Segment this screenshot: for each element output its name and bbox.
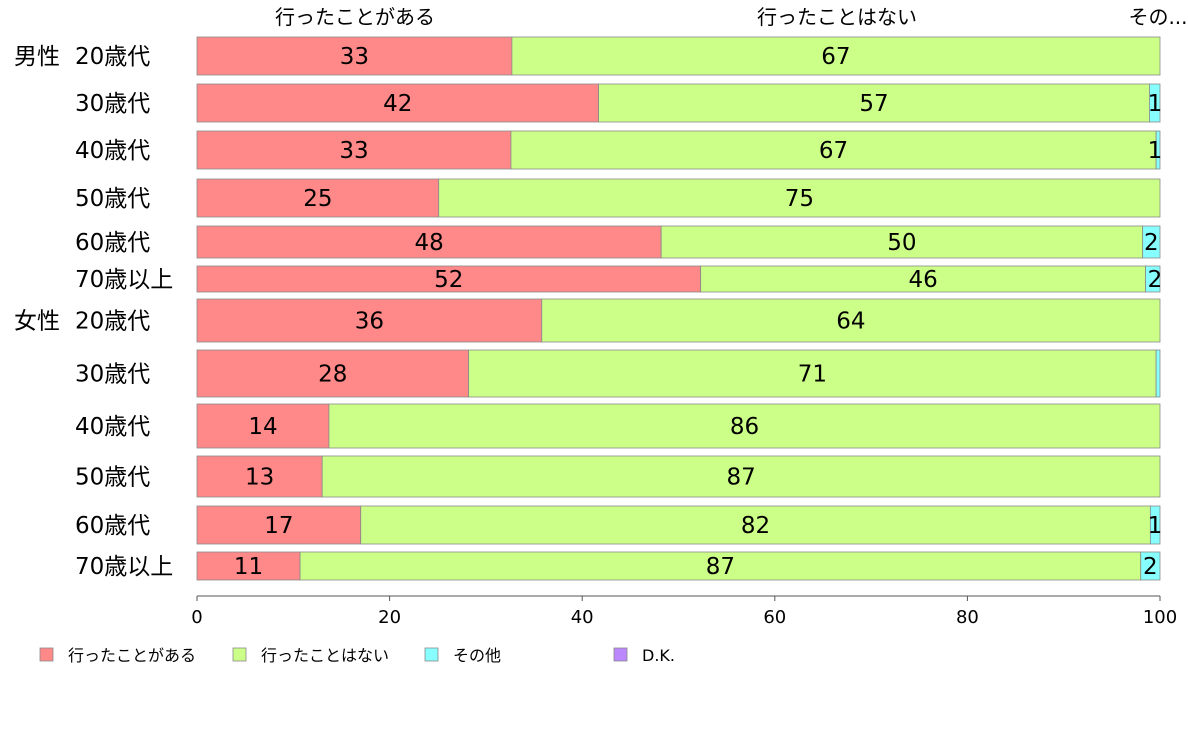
data-label: 87: [706, 554, 735, 580]
data-label: 2: [1144, 230, 1159, 256]
data-label: 28: [318, 362, 347, 388]
data-label: 71: [798, 362, 827, 388]
data-label: 42: [383, 91, 412, 117]
bar-segment: [196, 178, 440, 218]
row-label: 60歳代: [75, 230, 150, 256]
bar-segment: [1140, 551, 1161, 581]
row-label: 20歳代: [75, 44, 150, 70]
data-label: 36: [355, 309, 384, 335]
legend-swatch: [232, 647, 247, 662]
legend-label: 行ったことがある: [68, 646, 196, 665]
bar-segment: [360, 505, 1151, 545]
data-label: 1: [1148, 91, 1163, 117]
bar-segment: [299, 551, 1142, 581]
data-label: 64: [836, 309, 865, 335]
bar-segment: [196, 130, 512, 170]
row-label: 50歳代: [75, 465, 150, 491]
row-label: 40歳代: [75, 414, 150, 440]
data-label: 67: [821, 44, 850, 70]
data-label: 13: [245, 465, 274, 491]
data-label: 75: [785, 186, 814, 212]
top-category-label: その...: [1128, 5, 1187, 29]
legend-swatch: [613, 647, 628, 662]
x-tick-label: 100: [1143, 607, 1177, 628]
bar-segment: [328, 403, 1161, 449]
bar-segment: [468, 349, 1157, 398]
data-label: 48: [414, 230, 443, 256]
data-label: 82: [741, 513, 770, 539]
data-label: 1: [1148, 513, 1163, 539]
bar-segment: [196, 36, 513, 76]
row-label: 20歳代: [75, 309, 150, 335]
x-tick-label: 40: [571, 607, 594, 628]
legend: 行ったことがある 行ったことはない その他 D.K.: [39, 646, 675, 665]
bar-segment: [541, 298, 1161, 343]
row-label: 50歳代: [75, 186, 150, 212]
bar-segment: [438, 178, 1161, 218]
x-tick-label: 20: [378, 607, 401, 628]
legend-swatch: [424, 647, 439, 662]
data-label: 52: [434, 267, 463, 293]
bar-segment: [196, 551, 301, 581]
data-label: 33: [339, 138, 368, 164]
bar-segment: [196, 403, 330, 449]
bar-segment: [1142, 225, 1161, 259]
bar-segment: [700, 265, 1146, 293]
row-label: 70歳以上: [75, 554, 173, 580]
group-label: 女性: [14, 309, 60, 335]
legend-label: 行ったことはない: [261, 646, 389, 665]
x-tick-label: 60: [763, 607, 786, 628]
bar-segment: [1155, 349, 1161, 398]
bar-segment: [196, 83, 599, 123]
row-label: 40歳代: [75, 138, 150, 164]
bar-segment: [511, 36, 1161, 76]
bar-segment: [196, 298, 543, 343]
bar-segment: [196, 455, 323, 498]
group-label: 男性: [14, 44, 60, 70]
row-label: 60歳代: [75, 513, 150, 539]
bar-segment: [598, 83, 1150, 123]
data-label: 87: [726, 465, 755, 491]
data-label: 67: [819, 138, 848, 164]
data-label: 46: [908, 267, 937, 293]
data-label: 17: [264, 513, 293, 539]
data-label: 25: [303, 186, 332, 212]
data-label: 11: [234, 554, 263, 580]
data-label: 33: [340, 44, 369, 70]
data-label: 57: [859, 91, 888, 117]
top-category-label: 行ったことはない: [757, 5, 917, 29]
data-label: 86: [730, 414, 759, 440]
bar-segment: [1149, 505, 1161, 545]
x-axis: 0 20 40 60 80 100: [191, 595, 1177, 628]
bars: [196, 36, 1161, 581]
data-label: 2: [1143, 554, 1158, 580]
bar-segment: [510, 130, 1157, 170]
top-category-label: 行ったことがある: [275, 5, 435, 29]
legend-label: D.K.: [642, 646, 675, 665]
data-label: 14: [248, 414, 277, 440]
bar-segment: [1149, 83, 1161, 123]
top-category-labels: 行ったことがある 行ったことはない その...: [275, 5, 1188, 29]
legend-swatch: [39, 647, 54, 662]
data-label: 50: [887, 230, 916, 256]
row-label: 30歳代: [75, 91, 150, 117]
bar-segment: [196, 225, 662, 259]
row-label: 30歳代: [75, 362, 150, 388]
bar-segment: [321, 455, 1161, 498]
bar-segment: [196, 349, 469, 398]
legend-label: その他: [453, 646, 501, 665]
x-tick-label: 80: [956, 607, 979, 628]
bar-segment: [1155, 130, 1161, 170]
bar-segment: [1145, 265, 1161, 293]
row-label: 70歳以上: [75, 267, 173, 293]
data-label: 2: [1148, 267, 1163, 293]
bar-segment: [196, 265, 702, 293]
bar-segment: [196, 505, 362, 545]
x-tick-label: 0: [191, 607, 202, 628]
data-label: 1: [1148, 138, 1163, 164]
